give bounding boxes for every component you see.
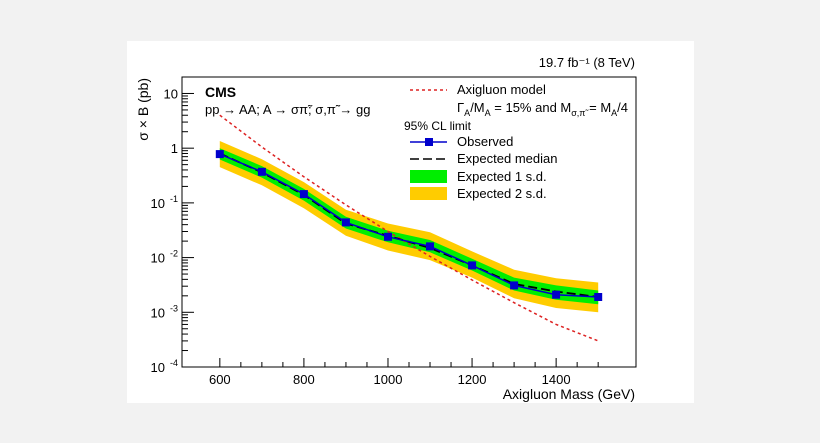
observed-point bbox=[257, 167, 266, 176]
observed-point bbox=[468, 261, 477, 270]
data-lines bbox=[215, 114, 603, 342]
legend-2sd-swatch bbox=[410, 187, 447, 200]
y-tick-label: 1 bbox=[171, 141, 178, 156]
legend-observed-label: Observed bbox=[457, 134, 513, 149]
observed-point bbox=[510, 281, 519, 290]
experiment-label: CMS bbox=[205, 84, 236, 100]
legend: Axigluon model ΓA/MA = 15% and Mσ,π̃ = M… bbox=[404, 82, 628, 201]
legend-median-label: Expected median bbox=[457, 151, 557, 166]
x-tick-label: 1200 bbox=[458, 372, 487, 387]
legend-model-label: Axigluon model bbox=[457, 82, 546, 97]
y-tick-exponent: -4 bbox=[170, 358, 178, 368]
y-tick-label: 10 bbox=[151, 305, 165, 320]
y-tick-label: 10 bbox=[151, 360, 165, 375]
chart-figure: 19.7 fb⁻¹ (8 TeV) 600 800 1000 1200 1400 10 1 1… bbox=[127, 41, 694, 403]
x-tick-label: 600 bbox=[209, 372, 231, 387]
y-tick-label: 10 bbox=[151, 196, 165, 211]
observed-point bbox=[552, 290, 561, 299]
axis-ticks bbox=[182, 76, 599, 368]
legend-cl-header: 95% CL limit bbox=[404, 119, 472, 133]
y-tick-exponent: -3 bbox=[170, 303, 178, 313]
y-tick-label: 10 bbox=[164, 86, 178, 101]
axigluon-model-curve bbox=[219, 114, 599, 342]
legend-1sd-swatch bbox=[410, 170, 447, 183]
observed-point bbox=[299, 190, 308, 199]
x-tick-label: 1400 bbox=[542, 372, 571, 387]
chart-svg: 19.7 fb⁻¹ (8 TeV) 600 800 1000 1200 1400 10 1 1… bbox=[135, 55, 637, 402]
x-tick-label: 800 bbox=[293, 372, 315, 387]
y-tick-label: 10 bbox=[151, 251, 165, 266]
y-tick-exponent: -2 bbox=[170, 249, 178, 259]
observed-point bbox=[215, 150, 224, 159]
uncertainty-bands bbox=[219, 141, 599, 313]
tick-labels: 600 800 1000 1200 1400 10 1 10 -1 10 -2 10 -3 10 -4 bbox=[151, 86, 571, 387]
expected-1sd-band bbox=[219, 148, 599, 305]
x-tick-label: 1000 bbox=[374, 372, 403, 387]
observed-point bbox=[341, 218, 350, 227]
y-axis-label: σ × B (pb) bbox=[135, 78, 151, 141]
process-label: pp → AA; A → σπ̃; σ,π̃ → gg bbox=[205, 102, 371, 117]
legend-2sd-label: Expected 2 s.d. bbox=[457, 186, 547, 201]
observed-point bbox=[426, 242, 434, 251]
observed-line bbox=[219, 153, 599, 298]
expected-2sd-band bbox=[219, 141, 599, 313]
observed-point bbox=[384, 232, 392, 241]
observed-point bbox=[594, 293, 603, 301]
luminosity-label: 19.7 fb⁻¹ (8 TeV) bbox=[539, 55, 635, 70]
x-axis-label: Axigluon Mass (GeV) bbox=[503, 386, 635, 402]
legend-model-params: ΓA/MA = 15% and Mσ,π̃ = MA/4 bbox=[457, 100, 628, 118]
legend-1sd-label: Expected 1 s.d. bbox=[457, 169, 547, 184]
y-tick-exponent: -1 bbox=[170, 194, 178, 204]
legend-observed-marker bbox=[425, 138, 433, 146]
